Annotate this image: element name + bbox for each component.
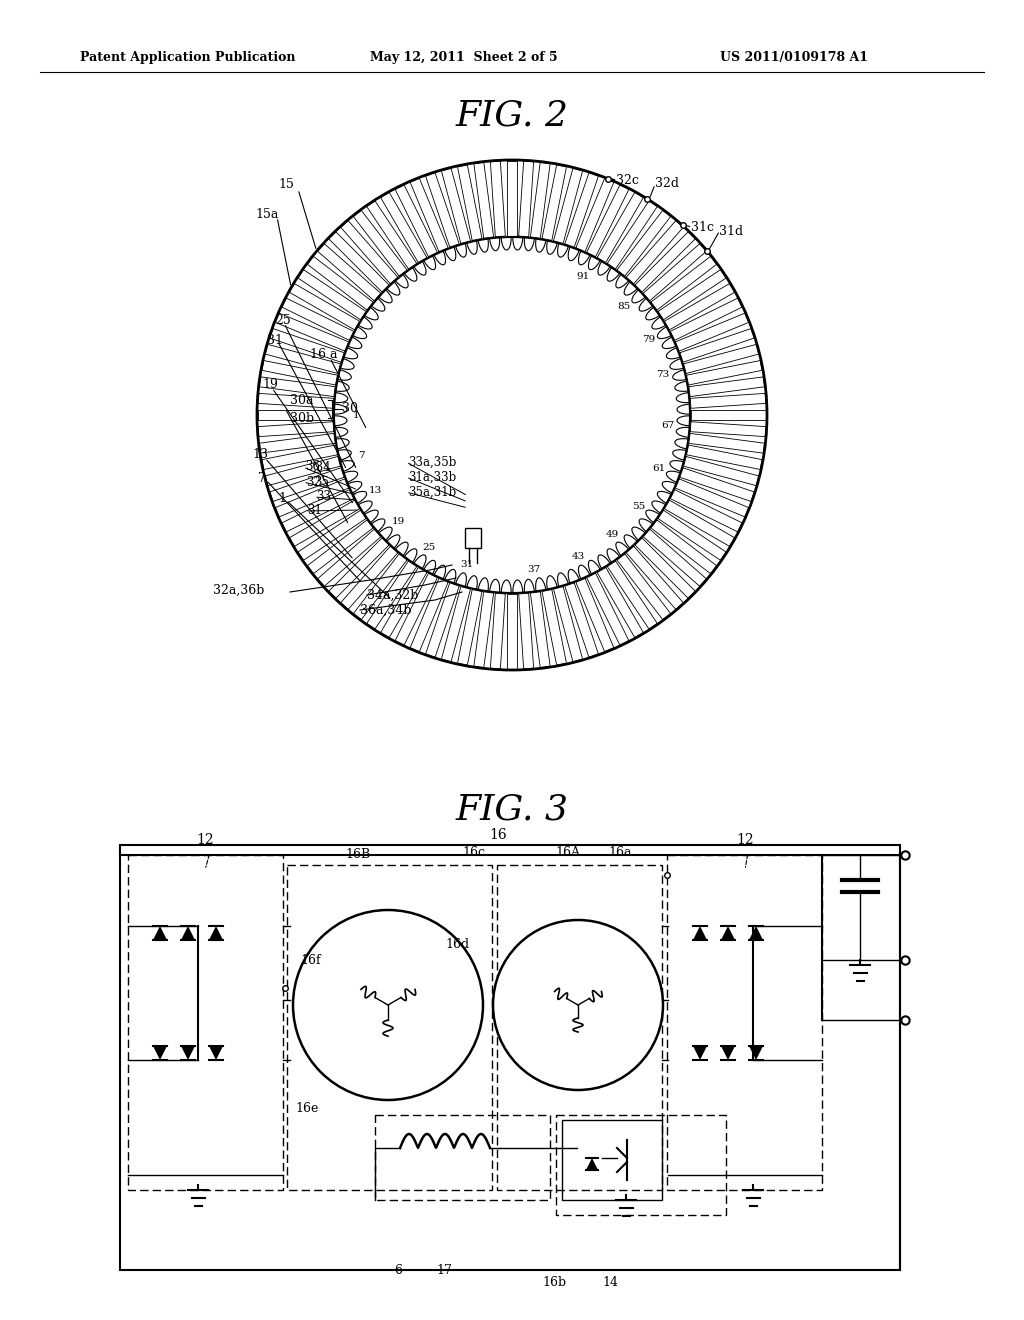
Text: 14: 14 [602, 1275, 618, 1288]
Text: 32d: 32d [655, 177, 679, 190]
Text: 17: 17 [436, 1263, 452, 1276]
Polygon shape [721, 927, 735, 940]
Text: 32a,36b: 32a,36b [213, 583, 264, 597]
Polygon shape [153, 927, 167, 940]
Bar [120, 845, 900, 1270]
Text: FIG. 2: FIG. 2 [456, 98, 568, 132]
Text: 15a: 15a [255, 209, 279, 222]
Text: 7: 7 [258, 471, 266, 484]
Text: 15: 15 [278, 178, 294, 191]
Text: 55: 55 [632, 502, 645, 511]
Text: 16c: 16c [462, 846, 485, 858]
Text: 35: 35 [314, 475, 329, 488]
Text: 30b: 30b [290, 412, 314, 425]
Text: 1: 1 [278, 491, 286, 504]
Text: 49: 49 [605, 531, 618, 539]
Text: 25: 25 [275, 314, 291, 326]
Bar [375, 1115, 550, 1200]
Polygon shape [181, 1045, 195, 1060]
Bar [465, 528, 481, 548]
Text: May 12, 2011  Sheet 2 of 5: May 12, 2011 Sheet 2 of 5 [370, 51, 558, 65]
Text: 31: 31 [267, 334, 283, 346]
Text: 16d: 16d [445, 939, 469, 952]
Text: 36a,34b: 36a,34b [360, 603, 412, 616]
Circle shape [493, 920, 663, 1090]
Polygon shape [693, 1045, 707, 1060]
Text: 31: 31 [307, 504, 322, 517]
Text: 32c: 32c [615, 174, 638, 187]
Text: 19: 19 [262, 379, 278, 392]
Text: 33a,35b: 33a,35b [408, 455, 457, 469]
Bar [497, 865, 662, 1191]
Text: FIG. 3: FIG. 3 [456, 793, 568, 828]
Text: 79: 79 [642, 335, 655, 345]
Text: 43: 43 [571, 552, 585, 561]
Text: 16b: 16b [543, 1275, 567, 1288]
Circle shape [293, 909, 483, 1100]
Text: 61: 61 [652, 463, 666, 473]
Text: US 2011/0109178 A1: US 2011/0109178 A1 [720, 51, 868, 65]
Text: 12: 12 [736, 833, 754, 847]
Text: 25: 25 [423, 543, 436, 552]
Text: 7: 7 [358, 451, 365, 459]
Text: 16e: 16e [295, 1101, 318, 1114]
Polygon shape [749, 927, 763, 940]
Text: 31a,33b: 31a,33b [408, 470, 457, 483]
Bar [128, 855, 283, 1191]
Text: 30: 30 [342, 403, 358, 416]
Text: 91: 91 [577, 272, 590, 281]
Text: 33: 33 [316, 491, 331, 503]
Text: 16f: 16f [300, 953, 321, 966]
Text: 1: 1 [352, 411, 359, 420]
Polygon shape [586, 1158, 598, 1170]
Text: 30a: 30a [290, 393, 313, 407]
Bar [562, 1119, 662, 1200]
Polygon shape [209, 1045, 223, 1060]
Text: 16: 16 [489, 828, 507, 842]
Text: 6: 6 [394, 1263, 402, 1276]
Polygon shape [749, 1045, 763, 1060]
Polygon shape [721, 1045, 735, 1060]
Polygon shape [181, 927, 195, 940]
Text: 32: 32 [306, 475, 321, 488]
Text: 31c: 31c [690, 220, 714, 234]
Polygon shape [693, 927, 707, 940]
Text: 16A: 16A [555, 846, 580, 858]
Text: 13: 13 [369, 486, 382, 495]
Text: 35a,31b: 35a,31b [408, 486, 457, 499]
Text: 13: 13 [252, 449, 268, 462]
Text: 67: 67 [662, 421, 674, 430]
Polygon shape [209, 927, 223, 940]
Text: 31: 31 [460, 560, 473, 569]
Text: 36: 36 [305, 461, 319, 474]
Text: 16a: 16a [608, 846, 632, 858]
Text: 12: 12 [197, 833, 214, 847]
Text: Patent Application Publication: Patent Application Publication [80, 51, 296, 65]
Bar [287, 865, 492, 1191]
Text: 19: 19 [391, 517, 404, 525]
Bar [667, 855, 822, 1191]
Text: 16B: 16B [345, 849, 371, 862]
Text: 16 a: 16 a [310, 348, 338, 362]
Bar [556, 1115, 726, 1214]
Text: ,34: ,34 [313, 461, 332, 474]
Text: 73: 73 [656, 370, 670, 379]
Text: 31d: 31d [719, 224, 743, 238]
Text: 37: 37 [527, 565, 541, 574]
Polygon shape [153, 1045, 167, 1060]
Text: 85: 85 [617, 302, 631, 312]
Text: 34a,32b: 34a,32b [367, 589, 419, 602]
